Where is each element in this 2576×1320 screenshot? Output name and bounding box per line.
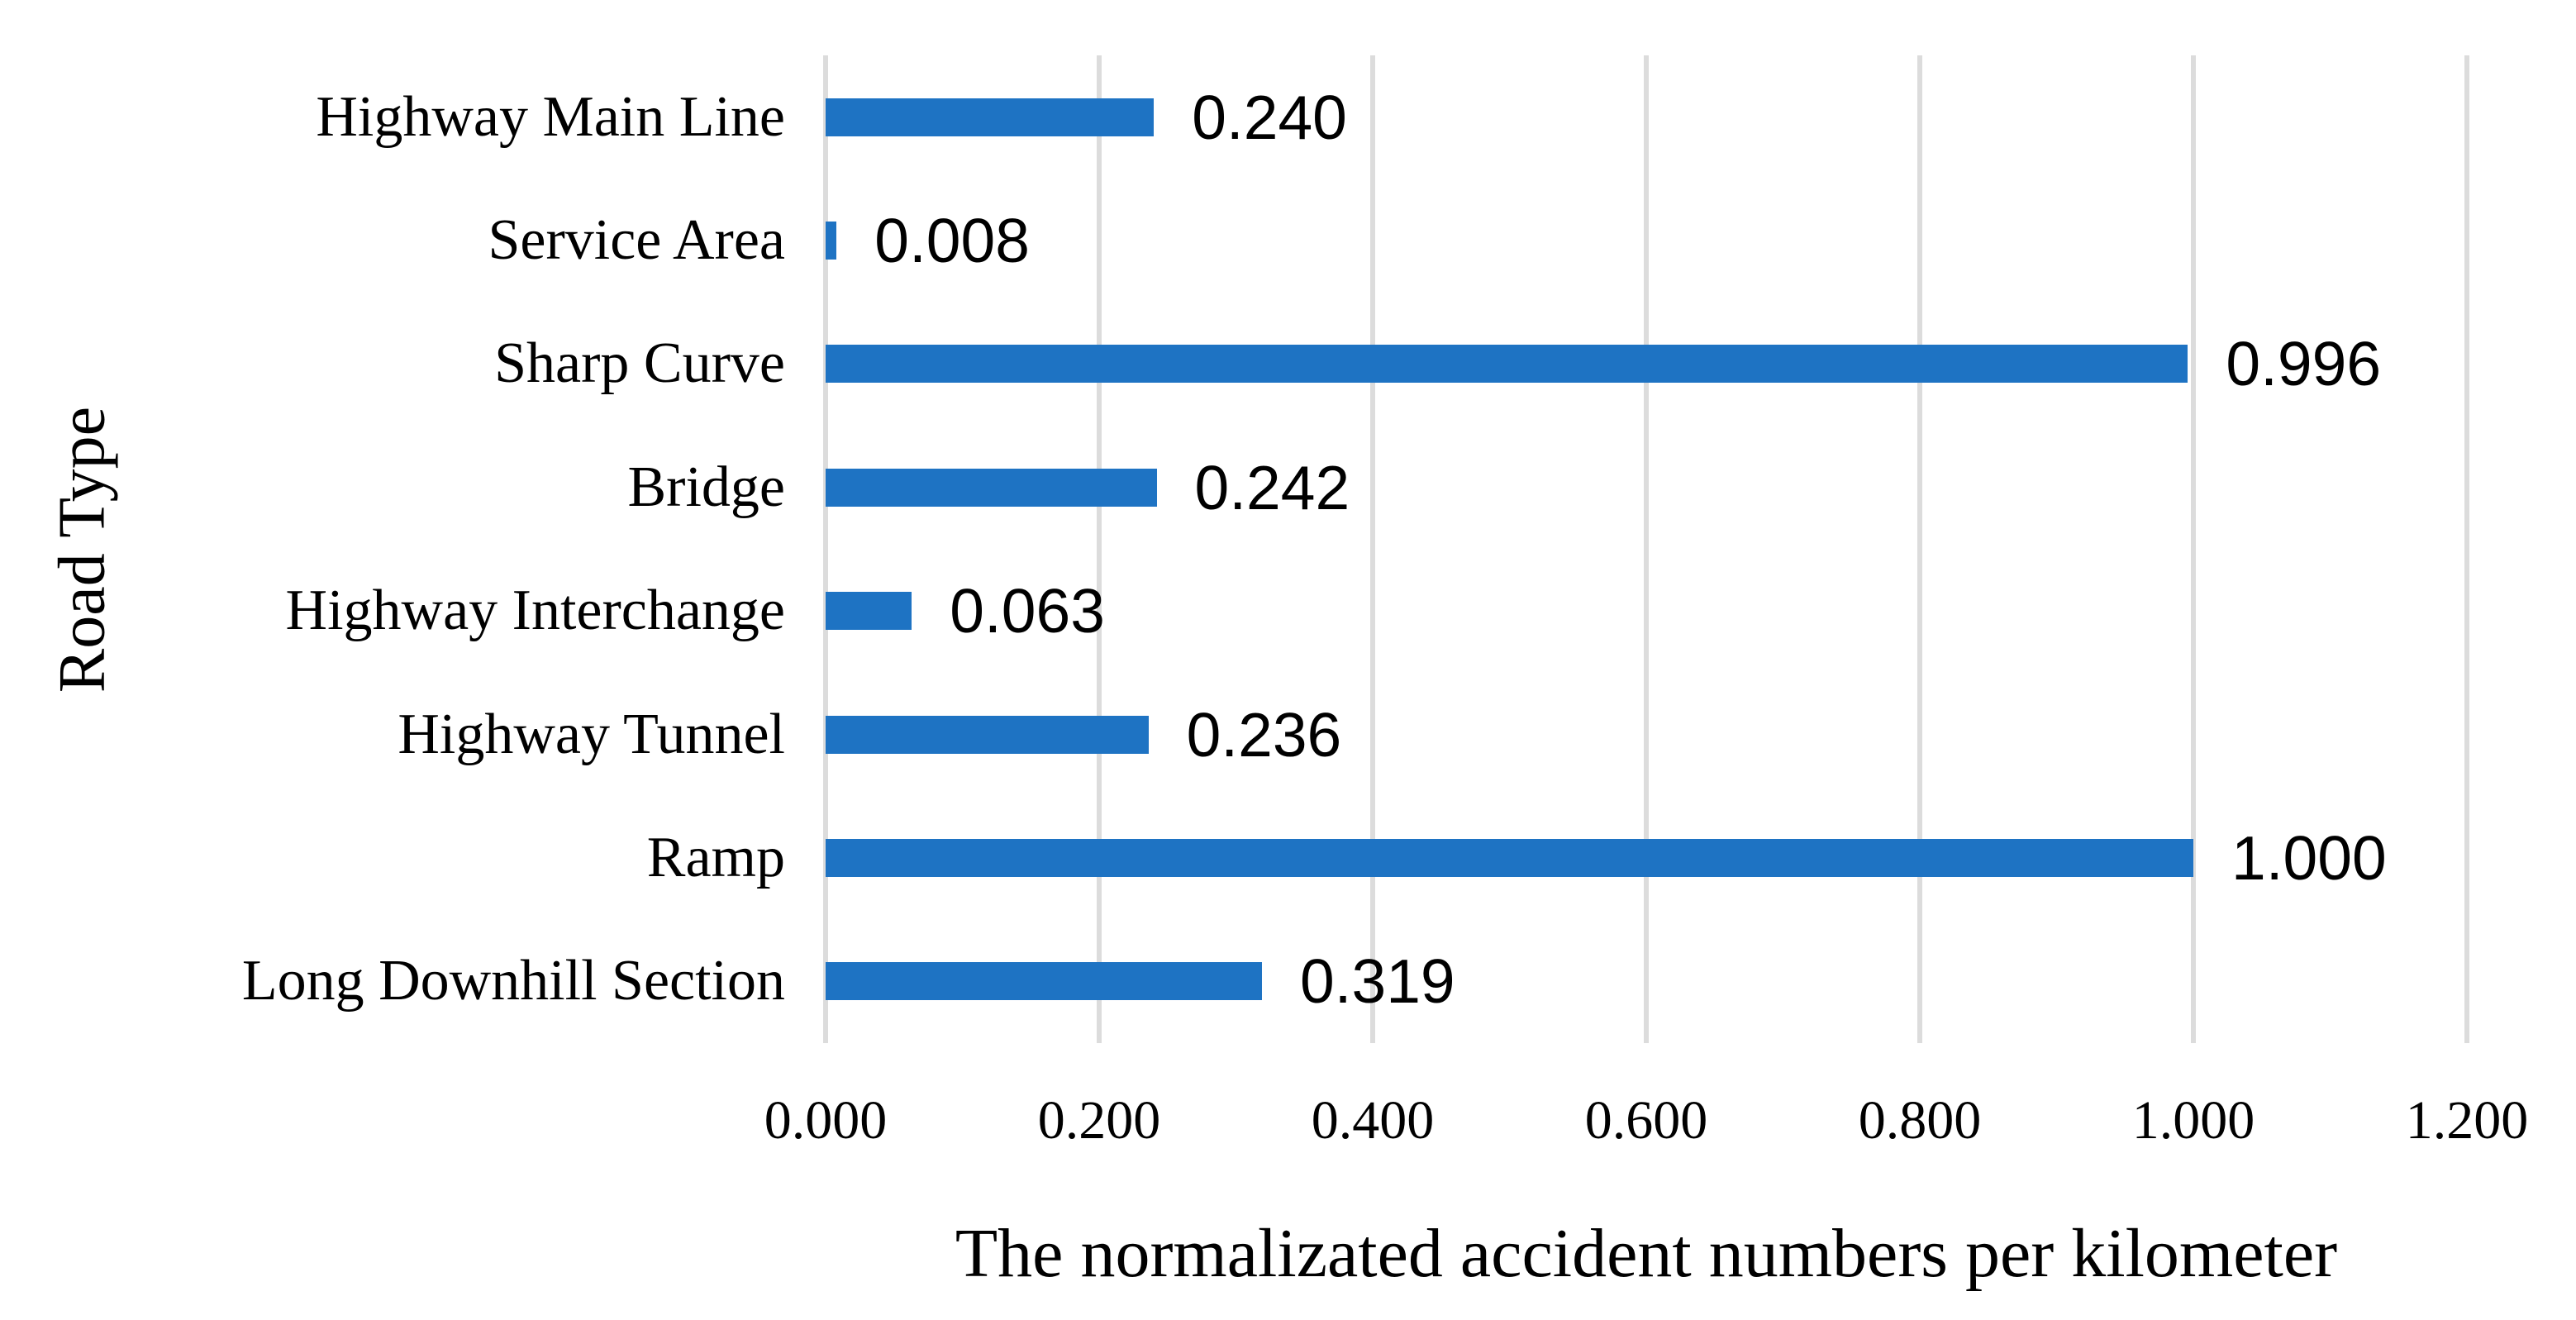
value-label: 0.240: [1192, 82, 1347, 152]
bar-highway-main-line: [826, 98, 1155, 136]
gridline: [2464, 55, 2469, 1043]
value-label: 0.063: [950, 576, 1105, 646]
value-label: 0.319: [1299, 946, 1455, 1017]
x-tick-label: 1.200: [2405, 1090, 2529, 1151]
value-label: 0.008: [874, 206, 1030, 276]
value-label: 1.000: [2231, 822, 2387, 893]
bar-ramp: [826, 838, 2193, 877]
gridline: [823, 55, 828, 1043]
value-label: 0.242: [1194, 452, 1350, 522]
bar-highway-interchange: [826, 592, 912, 631]
value-label: 0.236: [1186, 699, 1342, 770]
gridline: [2191, 55, 2196, 1043]
x-tick-label: 0.000: [764, 1090, 888, 1151]
x-tick-label: 0.200: [1037, 1090, 1161, 1151]
category-label: Highway Interchange: [285, 579, 785, 643]
category-label: Long Downhill Section: [241, 949, 785, 1013]
x-tick-label: 0.600: [1584, 1090, 1708, 1151]
category-label: Highway Main Line: [316, 84, 785, 149]
gridline: [1097, 55, 1102, 1043]
bar-bridge: [826, 468, 1157, 507]
category-label: Service Area: [488, 208, 785, 273]
gridline: [1370, 55, 1375, 1043]
category-label: Ramp: [646, 825, 785, 889]
value-label: 0.996: [2226, 329, 2382, 399]
x-tick-label: 0.800: [1858, 1090, 1982, 1151]
bar-service-area: [826, 222, 837, 260]
bar-long-downhill-section: [826, 962, 1262, 1001]
x-tick-label: 0.400: [1311, 1090, 1435, 1151]
bar-sharp-curve: [826, 345, 2188, 384]
gridline: [1644, 55, 1649, 1043]
x-axis-title: The normalizated accident numbers per ki…: [955, 1215, 2338, 1292]
category-label: Sharp Curve: [494, 331, 785, 396]
x-tick-label: 1.000: [2131, 1090, 2255, 1151]
bar-highway-tunnel: [826, 715, 1149, 754]
category-label: Bridge: [627, 455, 785, 519]
category-label: Highway Tunnel: [398, 702, 785, 766]
gridline: [1917, 55, 1922, 1043]
